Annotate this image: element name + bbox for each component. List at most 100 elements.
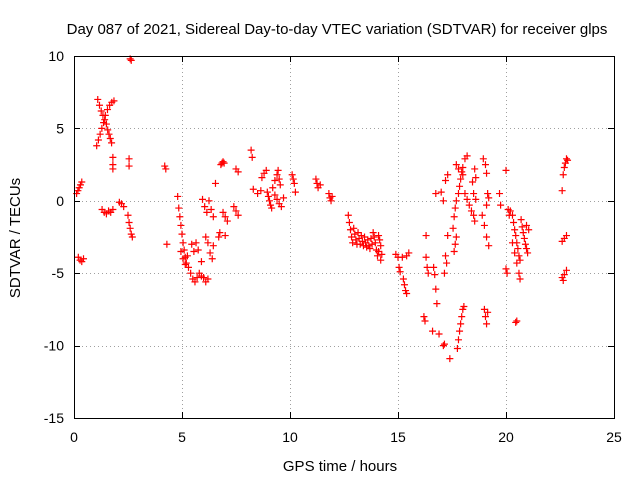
data-point-marker — [193, 274, 201, 282]
data-point-marker — [421, 317, 429, 325]
data-point-marker — [453, 344, 461, 352]
data-point-marker — [525, 226, 533, 234]
data-point-marker — [163, 240, 171, 248]
data-point-marker — [429, 327, 437, 335]
data-point-marker — [479, 155, 487, 163]
data-point-marker — [78, 178, 86, 186]
data-point-marker — [234, 168, 242, 176]
data-point-marker — [398, 253, 406, 261]
data-point-marker — [209, 213, 217, 221]
data-point-marker — [177, 221, 185, 229]
data-point-marker — [512, 318, 520, 326]
data-point-marker — [470, 190, 478, 198]
data-point-marker — [463, 195, 471, 203]
data-point-marker — [258, 174, 266, 182]
data-point-marker — [456, 327, 464, 335]
data-point-marker — [219, 158, 227, 166]
x-tick-label: 20 — [498, 429, 514, 445]
data-point-marker — [368, 240, 376, 248]
data-point-marker — [201, 203, 209, 211]
data-point-marker — [378, 250, 386, 258]
data-point-marker — [440, 340, 448, 348]
data-point-marker — [97, 107, 105, 115]
data-point-marker — [80, 255, 88, 263]
data-point-marker — [422, 232, 430, 240]
data-point-marker — [523, 221, 531, 229]
data-point-marker — [520, 234, 528, 242]
data-point-marker — [327, 197, 335, 205]
data-point-marker — [437, 188, 445, 196]
data-point-marker — [432, 190, 440, 198]
data-point-marker — [364, 236, 372, 244]
data-point-marker — [109, 205, 117, 213]
data-point-marker — [424, 269, 432, 277]
data-point-marker — [230, 203, 238, 211]
data-point-marker — [523, 245, 531, 253]
data-point-marker — [512, 232, 520, 240]
data-point-marker — [206, 249, 214, 257]
y-tick-labels: -15 -10 -5 0 5 10 — [44, 48, 64, 426]
x-axis-label: GPS time / hours — [283, 458, 397, 475]
data-point-marker — [375, 232, 383, 240]
data-point-marker — [257, 187, 265, 195]
data-point-marker — [275, 175, 283, 183]
data-point-marker — [558, 187, 566, 195]
data-point-marker — [263, 188, 271, 196]
data-point-marker — [200, 274, 208, 282]
data-point-marker — [471, 165, 479, 173]
data-point-marker — [274, 166, 282, 174]
data-point-marker — [463, 152, 471, 160]
data-point-marker — [513, 317, 521, 325]
data-point-marker — [95, 101, 103, 109]
data-point-marker — [465, 201, 473, 209]
data-point-marker — [405, 249, 413, 257]
data-point-marker — [265, 197, 273, 205]
data-point-marker — [209, 242, 217, 250]
data-point-marker — [395, 263, 403, 271]
data-point-marker — [373, 252, 381, 260]
data-point-marker — [350, 224, 358, 232]
data-point-marker — [96, 130, 104, 138]
y-tick-label: -10 — [44, 338, 64, 354]
data-point-marker — [502, 265, 510, 273]
data-point-marker — [467, 207, 475, 215]
y-tick-label: -15 — [44, 410, 64, 426]
data-point-marker — [204, 239, 212, 247]
data-point-marker — [357, 232, 365, 240]
data-point-marker — [207, 205, 215, 213]
data-point-marker — [559, 171, 567, 179]
data-point-marker — [182, 259, 190, 267]
data-point-marker — [94, 136, 102, 144]
data-point-marker — [109, 165, 117, 173]
data-point-marker — [312, 175, 320, 183]
data-point-marker — [514, 245, 522, 253]
data-point-marker — [273, 171, 281, 179]
data-point-marker — [469, 178, 477, 186]
data-point-marker — [276, 181, 284, 189]
data-point-marker — [120, 203, 128, 211]
data-point-marker — [560, 163, 568, 171]
y-tick-label: 5 — [56, 120, 64, 136]
data-point-marker — [221, 213, 229, 221]
data-point-marker — [291, 188, 299, 196]
data-point-marker — [345, 219, 353, 227]
x-tick-label: 15 — [390, 429, 406, 445]
data-point-marker — [288, 171, 296, 179]
data-point-marker — [454, 190, 462, 198]
data-point-marker — [101, 111, 109, 119]
data-point-marker — [457, 175, 465, 183]
chart-title: Day 087 of 2021, Sidereal Day-to-day VTE… — [67, 21, 608, 38]
data-point-marker — [179, 239, 187, 247]
data-point-marker — [369, 229, 377, 237]
data-point-marker — [481, 313, 489, 321]
data-point-marker — [454, 165, 462, 173]
data-point-marker — [125, 162, 133, 170]
data-point-marker — [564, 156, 572, 164]
data-point-marker — [104, 126, 112, 134]
data-point-marker — [451, 240, 459, 248]
x-tick-labels: 0 5 10 15 20 25 — [70, 429, 622, 445]
data-point-marker — [483, 320, 491, 328]
data-point-marker — [94, 95, 102, 103]
data-point-marker — [371, 239, 379, 247]
data-point-marker — [422, 253, 430, 261]
